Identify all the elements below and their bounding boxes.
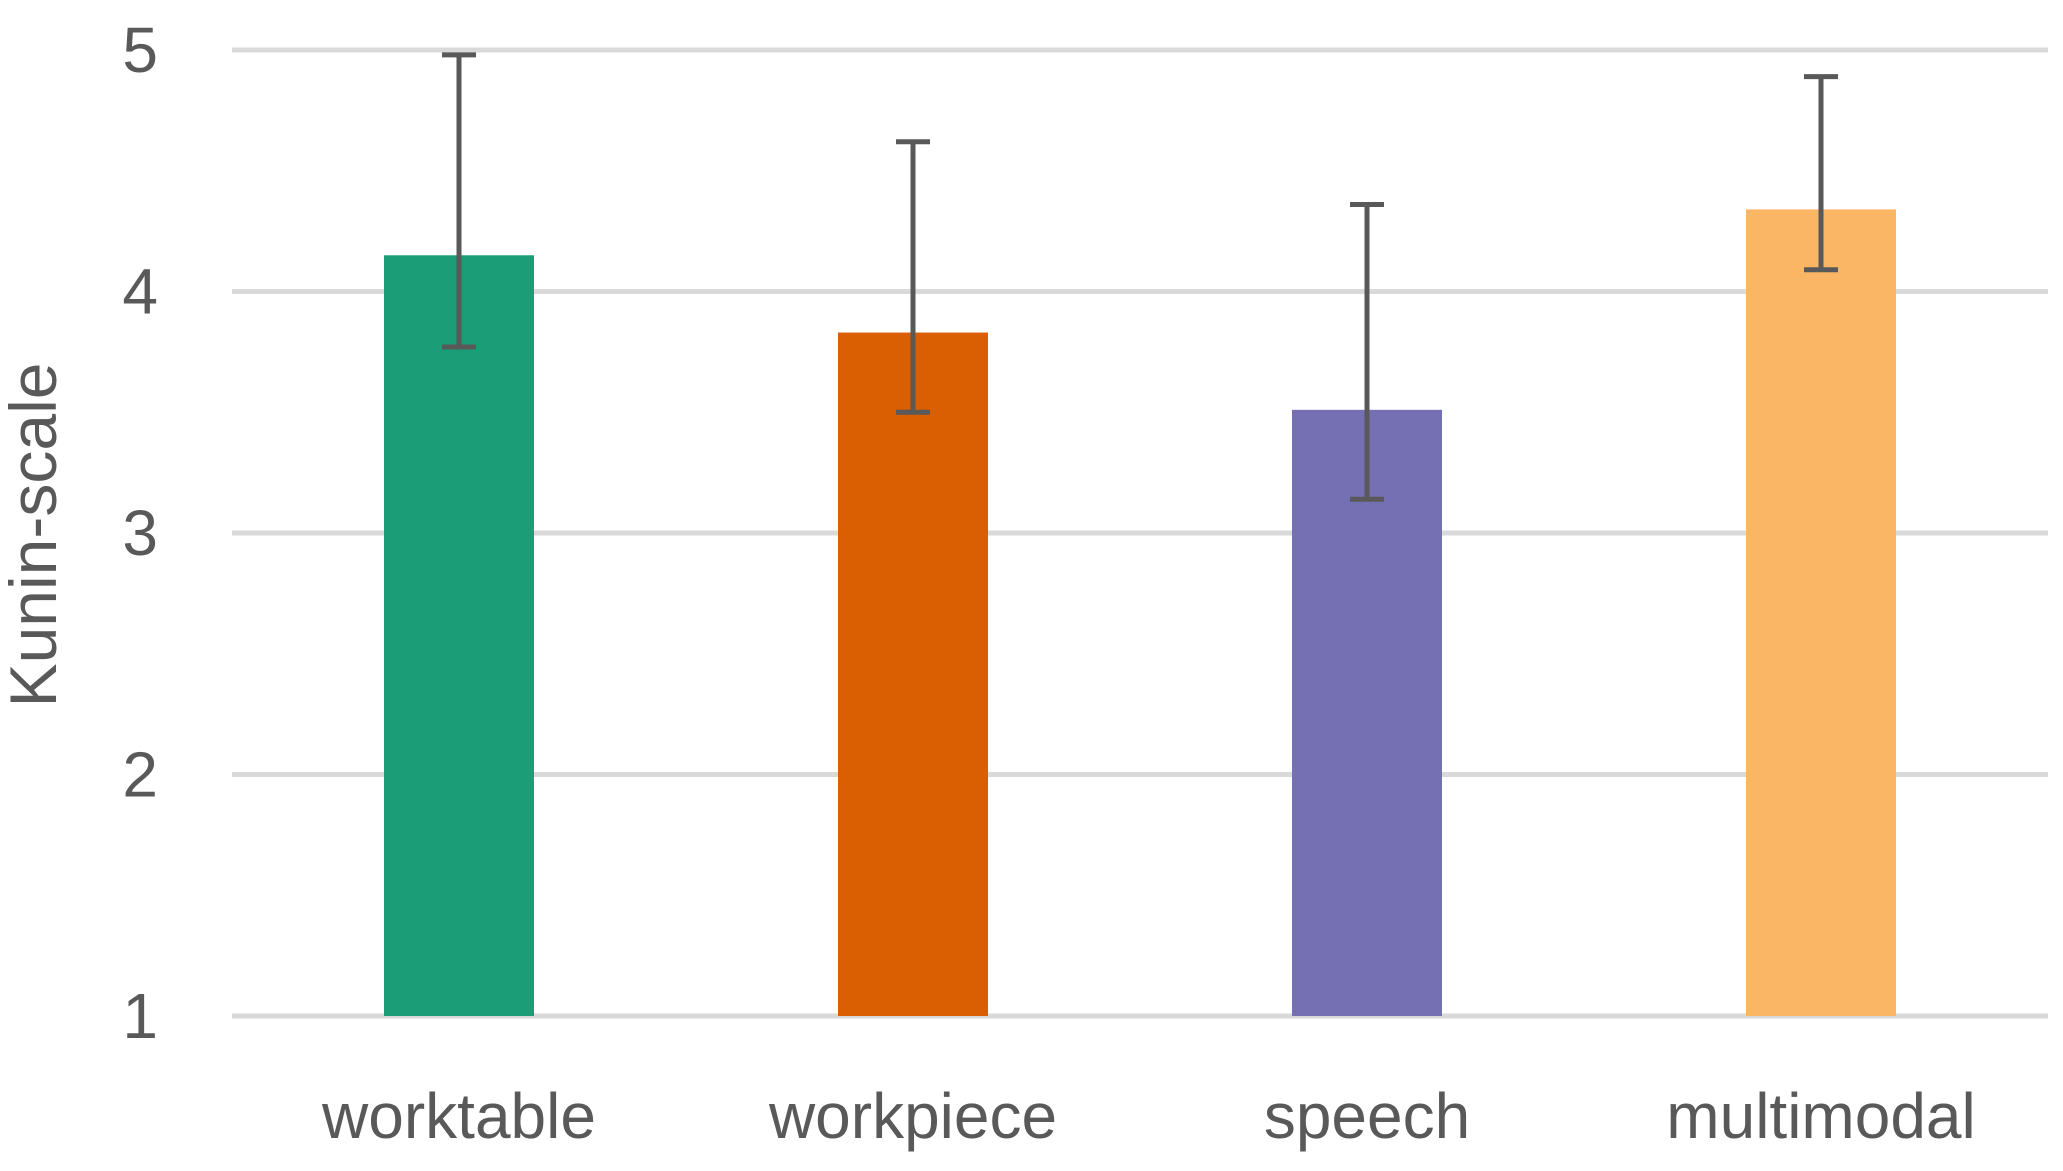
x-tick-label-worktable: worktable — [321, 1080, 596, 1152]
gridlines — [232, 47, 2048, 1019]
y-tick-label-1: 1 — [122, 980, 158, 1052]
y-tick-label-4: 4 — [122, 256, 158, 328]
error-bars — [442, 52, 1838, 502]
bars — [384, 209, 1896, 1017]
x-tick-labels: worktable workpiece speech multimodal — [321, 1080, 1976, 1152]
y-tick-label-2: 2 — [122, 739, 158, 811]
x-tick-label-workpiece: workpiece — [768, 1080, 1057, 1152]
bar-speech — [1292, 409, 1442, 1017]
bar-multimodal — [1746, 209, 1896, 1016]
y-tick-label-5: 5 — [122, 14, 158, 86]
x-tick-label-speech: speech — [1264, 1080, 1470, 1152]
y-tick-labels: 1 2 3 4 5 — [122, 14, 158, 1052]
y-tick-label-3: 3 — [122, 497, 158, 569]
bar-worktable — [384, 255, 534, 1016]
y-axis-label: Kunin-scale — [0, 363, 70, 708]
bar-workpiece — [838, 332, 988, 1016]
x-tick-label-multimodal: multimodal — [1666, 1080, 1975, 1152]
